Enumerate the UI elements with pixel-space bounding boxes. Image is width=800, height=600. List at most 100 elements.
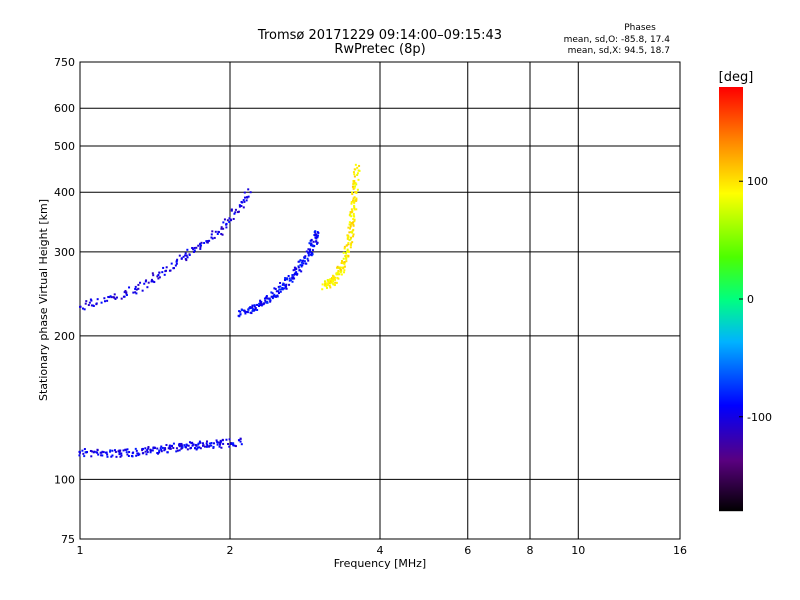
colorbar-swatch — [719, 100, 743, 102]
data-point — [352, 233, 355, 236]
data-point — [184, 254, 187, 257]
data-point — [218, 441, 221, 444]
data-point — [232, 217, 235, 220]
data-point — [225, 438, 228, 441]
data-point — [266, 297, 269, 300]
colorbar-swatch — [719, 296, 743, 298]
colorbar-swatch — [719, 476, 743, 478]
colorbar-swatch — [719, 464, 743, 466]
data-point — [352, 213, 355, 216]
colorbar-swatch — [719, 439, 743, 441]
data-point — [351, 193, 354, 196]
colorbar-swatch — [719, 358, 743, 360]
data-point — [259, 301, 262, 304]
colorbar-swatch — [719, 146, 743, 148]
colorbar-swatch — [719, 283, 743, 285]
colorbar-swatch — [719, 269, 743, 271]
data-point — [335, 272, 338, 275]
colorbar-swatch — [719, 337, 743, 339]
data-point — [120, 454, 123, 457]
colorbar-swatch — [719, 364, 743, 366]
colorbar-swatch — [719, 135, 743, 137]
data-point — [156, 452, 159, 455]
colorbar-swatch — [719, 107, 743, 109]
data-point — [212, 445, 215, 448]
x-tick-label: 8 — [527, 544, 534, 557]
data-point — [199, 441, 202, 444]
data-point — [352, 221, 355, 224]
colorbar-swatch — [719, 229, 743, 231]
colorbar-swatch — [719, 175, 743, 177]
colorbar-swatch — [719, 205, 743, 207]
data-point — [197, 446, 200, 449]
data-point — [156, 275, 159, 278]
data-point — [343, 269, 346, 272]
data-point — [103, 297, 106, 300]
data-point — [285, 287, 288, 290]
data-point — [102, 451, 105, 454]
colorbar-swatch — [719, 399, 743, 401]
data-point — [193, 246, 196, 249]
colorbar-swatch — [719, 267, 743, 269]
colorbar-swatch — [719, 148, 743, 150]
data-point — [249, 307, 252, 310]
data-point — [287, 274, 290, 277]
data-point — [202, 444, 205, 447]
colorbar-swatch — [719, 421, 743, 423]
colorbar-swatch — [719, 254, 743, 256]
phases-heading: Phases — [624, 23, 656, 33]
data-point — [248, 307, 251, 310]
data-point — [125, 292, 128, 295]
data-point — [269, 299, 272, 302]
colorbar-swatch — [719, 126, 743, 128]
colorbar-swatch — [719, 425, 743, 427]
y-tick-label: 600 — [54, 102, 75, 115]
data-point — [269, 300, 272, 303]
colorbar-swatch — [719, 443, 743, 445]
data-point — [153, 281, 156, 284]
y-tick-label: 300 — [54, 246, 75, 259]
colorbar-swatch — [719, 482, 743, 484]
colorbar-tick-label: 100 — [747, 175, 768, 188]
grid-lines — [80, 62, 680, 539]
data-point — [242, 206, 245, 209]
data-point — [124, 289, 127, 292]
data-point — [266, 301, 269, 304]
colorbar-swatch — [719, 153, 743, 155]
data-point — [202, 442, 205, 445]
colorbar-swatch — [719, 183, 743, 185]
data-point — [346, 250, 349, 253]
colorbar-swatch — [719, 374, 743, 376]
data-point — [158, 451, 161, 454]
data-point — [175, 260, 178, 263]
colorbar-swatch — [719, 333, 743, 335]
colorbar-swatch — [719, 378, 743, 380]
data-point — [239, 310, 242, 313]
data-point — [233, 212, 236, 215]
colorbar-swatch — [719, 346, 743, 348]
y-tick-label: 500 — [54, 140, 75, 153]
colorbar-swatch — [719, 101, 743, 103]
colorbar-swatch — [719, 240, 743, 242]
data-point — [178, 449, 181, 452]
data-point — [249, 191, 252, 194]
data-point — [138, 453, 141, 456]
colorbar-swatch — [719, 222, 743, 224]
data-point — [90, 455, 93, 458]
y-tick-label: 75 — [61, 533, 75, 546]
data-point — [342, 266, 345, 269]
data-point — [126, 453, 129, 456]
colorbar-swatch — [719, 182, 743, 184]
data-point — [339, 267, 342, 270]
data-point — [187, 444, 190, 447]
colorbar-swatch — [719, 368, 743, 370]
data-point — [351, 241, 354, 244]
data-point — [350, 211, 353, 214]
data-point — [356, 172, 359, 175]
colorbar-swatch — [719, 248, 743, 250]
colorbar-swatch — [719, 350, 743, 352]
data-point — [150, 280, 153, 283]
data-point — [260, 303, 263, 306]
data-point — [191, 444, 194, 447]
colorbar-swatch — [719, 109, 743, 111]
